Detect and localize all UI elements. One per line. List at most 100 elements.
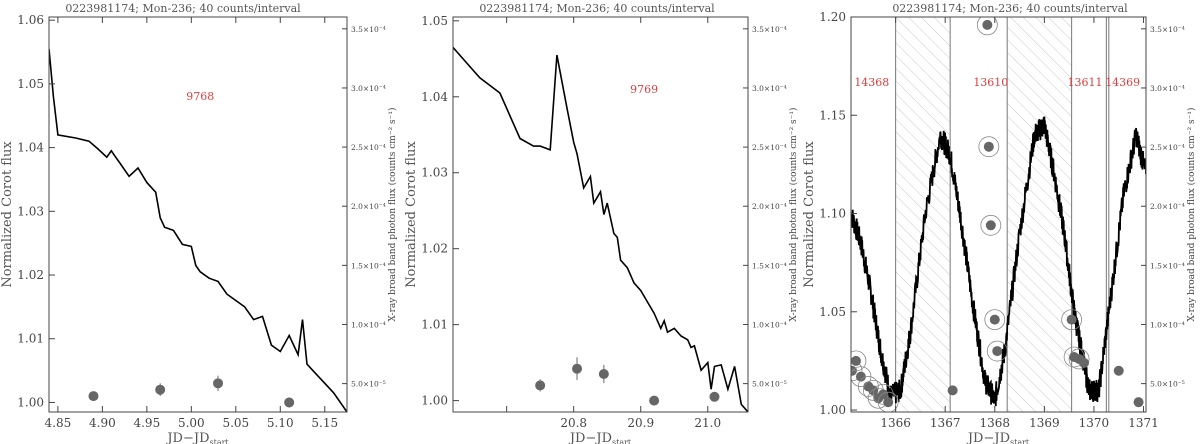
y2-axis-label: X-ray broad band photon flux (counts cm⁻… — [1186, 107, 1197, 321]
x-tick-label: 1368 — [980, 416, 1011, 430]
y2-tick-label: 2.5×10⁻⁴ — [752, 143, 787, 152]
xray-point-ring — [1063, 346, 1085, 368]
xray-data-point — [535, 380, 546, 391]
observation-id-label: 14368 — [854, 76, 889, 89]
xray-data-point — [88, 391, 99, 402]
chart-panel-9768: 0223981174; Mon-236; 40 counts/interval … — [0, 2, 398, 444]
y-tick-label: 1.00 — [17, 395, 44, 409]
y-tick-label: 1.04 — [17, 141, 44, 155]
y2-axis-label: X-ray broad band photon flux (counts cm⁻… — [788, 107, 799, 321]
xray-point-ring — [984, 309, 1006, 331]
y2-tick-label: 3.5×10⁻⁴ — [752, 25, 787, 34]
y-tick-label: 1.03 — [421, 166, 448, 180]
x-axis-label-subscript: start — [612, 438, 632, 444]
xray-point-ring — [1068, 348, 1090, 370]
observation-id-label: 13611 — [1068, 76, 1103, 89]
x-tick-label: 1370 — [1079, 416, 1110, 430]
x-tick-label: 21.0 — [694, 416, 721, 430]
x-axis-label: JD−JDstart — [966, 431, 1030, 444]
xray-data-point — [947, 385, 958, 396]
y2-tick-label: 3.5×10⁻⁴ — [1150, 25, 1185, 34]
x-tick-label: 5.05 — [222, 416, 249, 430]
plot-frame — [48, 16, 348, 413]
chart-title: 0223981174; Mon-236; 40 counts/interval — [479, 2, 715, 15]
x-axis-label: JD−JDstart — [165, 431, 229, 444]
y-tick-label: 1.05 — [17, 77, 44, 91]
xray-data-point — [649, 395, 660, 406]
y2-tick-label: 3.0×10⁻⁴ — [1150, 84, 1185, 93]
y-tick-label: 1.03 — [17, 204, 44, 218]
y-tick-label: 1.01 — [17, 332, 44, 346]
x-tick-label: 1371 — [1128, 416, 1159, 430]
xray-data-point — [878, 389, 889, 400]
xray-data-point — [284, 397, 295, 408]
y2-tick-label: 5.0×10⁻⁵ — [752, 380, 787, 389]
y-tick-label: 1.02 — [17, 268, 44, 282]
y2-tick-label: 2.0×10⁻⁴ — [1150, 202, 1185, 211]
xray-data-point — [598, 369, 609, 380]
y2-tick-label: 1.5×10⁻⁴ — [351, 261, 386, 270]
y2-tick-label: 5.0×10⁻⁵ — [1150, 380, 1185, 389]
x-tick-label: 5.10 — [267, 416, 294, 430]
chart-panel-9769: 0223981174; Mon-236; 40 counts/interval … — [404, 2, 799, 444]
x-tick-label: 4.90 — [89, 416, 116, 430]
y2-axis-label: X-ray broad band photon flux (counts cm⁻… — [387, 107, 398, 321]
y-tick-label: 1.04 — [421, 90, 448, 104]
x-tick-label: 5.15 — [311, 416, 338, 430]
observation-id-label: 14369 — [1105, 76, 1140, 89]
y-tick-label: 1.01 — [421, 318, 448, 332]
x-tick-label: 20.9 — [627, 416, 654, 430]
xray-point-ring — [986, 340, 1008, 362]
x-tick-label: 1367 — [930, 416, 961, 430]
y-tick-label: 1.10 — [819, 207, 846, 221]
y2-tick-label: 2.5×10⁻⁴ — [351, 143, 386, 152]
xray-point-ring — [877, 391, 899, 412]
xray-data-point — [1079, 357, 1090, 368]
x-axis-label-subscript: start — [1010, 438, 1030, 444]
y2-tick-label: 3.0×10⁻⁴ — [752, 84, 787, 93]
corot-flux-curve — [453, 46, 748, 412]
xray-data-point — [1113, 365, 1124, 376]
xray-point-ring — [978, 136, 1000, 158]
xray-data-point — [155, 384, 166, 395]
y2-tick-label: 1.0×10⁻⁴ — [752, 320, 787, 329]
plot-area — [851, 17, 1146, 412]
y2-tick-label: 1.0×10⁻⁴ — [351, 320, 386, 329]
xray-data-point — [1066, 314, 1077, 325]
xray-data-point — [1133, 397, 1144, 408]
xray-point-ring — [851, 350, 867, 372]
y2-tick-label: 2.5×10⁻⁴ — [1150, 143, 1185, 152]
y-tick-label: 1.05 — [421, 14, 448, 28]
x-tick-label: 1369 — [1029, 416, 1060, 430]
xray-point-ring — [1061, 309, 1083, 331]
corot-flux-curve — [49, 48, 347, 412]
xray-point-ring — [980, 214, 1002, 236]
y2-tick-label: 2.0×10⁻⁴ — [351, 202, 386, 211]
xray-data-point — [992, 346, 1003, 357]
y-tick-label: 1.02 — [421, 242, 448, 256]
y-axis-label: Normalized Corot flux — [0, 141, 15, 288]
corot-flux-curve — [851, 116, 1146, 407]
y-tick-label: 1.15 — [819, 108, 846, 122]
y2-tick-label: 5.0×10⁻⁵ — [351, 380, 386, 389]
xray-data-point — [851, 355, 861, 366]
hatched-interval — [895, 17, 951, 412]
chart-panel-1366: 0223981174; Mon-236; 40 counts/interval … — [802, 2, 1197, 444]
y-tick-label: 1.05 — [819, 305, 846, 319]
x-tick-label: 5.00 — [178, 416, 205, 430]
xray-data-point — [983, 141, 994, 152]
plot-area — [453, 46, 748, 412]
xray-point-ring — [976, 17, 998, 36]
y-axis-label: Normalized Corot flux — [404, 141, 419, 288]
xray-data-point — [213, 378, 224, 389]
xray-data-point — [985, 220, 996, 231]
plot-frame — [452, 16, 749, 413]
xray-data-point — [855, 371, 866, 382]
plot-area — [49, 48, 347, 412]
y2-tick-label: 1.0×10⁻⁴ — [1150, 320, 1185, 329]
y2-tick-label: 1.5×10⁻⁴ — [1150, 261, 1185, 270]
y-tick-label: 1.20 — [819, 10, 846, 24]
x-axis-label-subscript: start — [210, 438, 230, 444]
xray-data-point — [989, 314, 1000, 325]
